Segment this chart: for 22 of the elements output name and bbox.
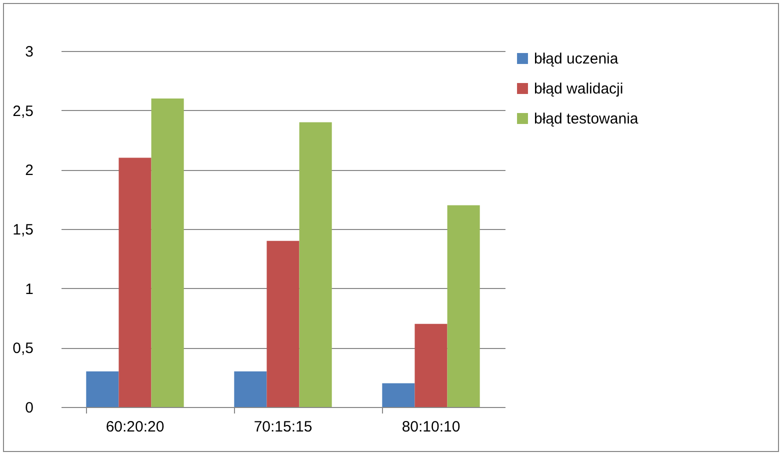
bar [382, 383, 415, 407]
x-tick-label: 60:20:20 [106, 418, 164, 436]
x-tick-label: 70:15:15 [254, 418, 312, 436]
y-tick-label: 2,5 [12, 102, 34, 120]
y-tick-label: 2 [25, 162, 34, 180]
bar [151, 98, 184, 407]
legend-label: błąd testowania [534, 110, 639, 128]
bar [447, 205, 480, 407]
bar [299, 122, 332, 407]
y-tick-label: 1 [25, 280, 34, 298]
bar [266, 240, 300, 407]
legend-label: błąd uczenia [534, 50, 619, 68]
bar [234, 371, 267, 407]
bar [414, 324, 448, 407]
bar [118, 158, 152, 407]
bar [86, 371, 119, 407]
y-tick-label: 0,5 [12, 340, 34, 358]
legend-label: błąd walidacji [534, 80, 624, 98]
y-tick-label: 1,5 [12, 222, 34, 238]
y-tick-label: 0 [25, 400, 34, 416]
x-tick-label: 80:10:10 [402, 418, 460, 436]
y-tick-label: 3 [25, 44, 34, 60]
